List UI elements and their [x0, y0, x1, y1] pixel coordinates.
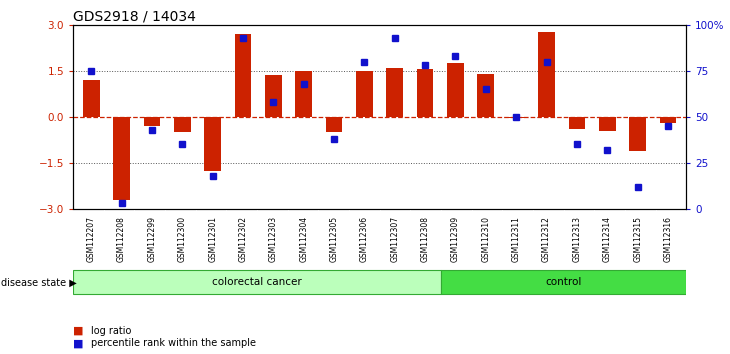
Text: GSM112302: GSM112302	[239, 216, 247, 262]
Text: GSM112312: GSM112312	[542, 216, 551, 262]
Text: GSM112303: GSM112303	[269, 216, 278, 262]
Text: ■: ■	[73, 326, 83, 336]
Bar	[538, 33, 555, 117]
Bar	[113, 117, 130, 200]
Text: control: control	[545, 277, 582, 287]
Bar	[629, 117, 646, 150]
Text: GSM112307: GSM112307	[391, 216, 399, 262]
Text: GSM112306: GSM112306	[360, 216, 369, 262]
Text: GSM112207: GSM112207	[87, 216, 96, 262]
Text: colorectal cancer: colorectal cancer	[212, 277, 301, 287]
Bar	[508, 117, 525, 118]
Bar	[477, 74, 494, 117]
Bar	[447, 63, 464, 117]
Bar	[144, 117, 161, 126]
Text: disease state ▶: disease state ▶	[1, 277, 77, 287]
Bar	[265, 75, 282, 117]
Bar	[356, 71, 373, 117]
Text: GSM112208: GSM112208	[117, 216, 126, 262]
Text: GSM112299: GSM112299	[147, 216, 156, 262]
Text: GDS2918 / 14034: GDS2918 / 14034	[73, 10, 196, 24]
Text: GSM112314: GSM112314	[603, 216, 612, 262]
Bar	[296, 71, 312, 117]
Bar	[326, 117, 342, 132]
Bar	[174, 117, 191, 132]
Text: GSM112309: GSM112309	[451, 216, 460, 262]
Bar	[83, 80, 99, 117]
Text: GSM112308: GSM112308	[420, 216, 430, 262]
Text: GSM112310: GSM112310	[481, 216, 491, 262]
Text: GSM112300: GSM112300	[178, 216, 187, 262]
Text: GSM112305: GSM112305	[329, 216, 339, 262]
Text: GSM112301: GSM112301	[208, 216, 217, 262]
Bar	[441, 270, 686, 294]
Text: GSM112311: GSM112311	[512, 216, 520, 262]
Bar	[569, 117, 585, 129]
Bar	[204, 117, 221, 171]
Bar	[417, 69, 434, 117]
Text: ■: ■	[73, 338, 83, 348]
Bar	[73, 270, 441, 294]
Bar	[599, 117, 615, 131]
Bar	[234, 34, 251, 117]
Bar	[660, 117, 676, 123]
Text: GSM112304: GSM112304	[299, 216, 308, 262]
Text: GSM112313: GSM112313	[572, 216, 581, 262]
Text: GSM112316: GSM112316	[664, 216, 672, 262]
Bar	[386, 68, 403, 117]
Text: GSM112315: GSM112315	[633, 216, 642, 262]
Text: log ratio: log ratio	[91, 326, 131, 336]
Text: percentile rank within the sample: percentile rank within the sample	[91, 338, 256, 348]
